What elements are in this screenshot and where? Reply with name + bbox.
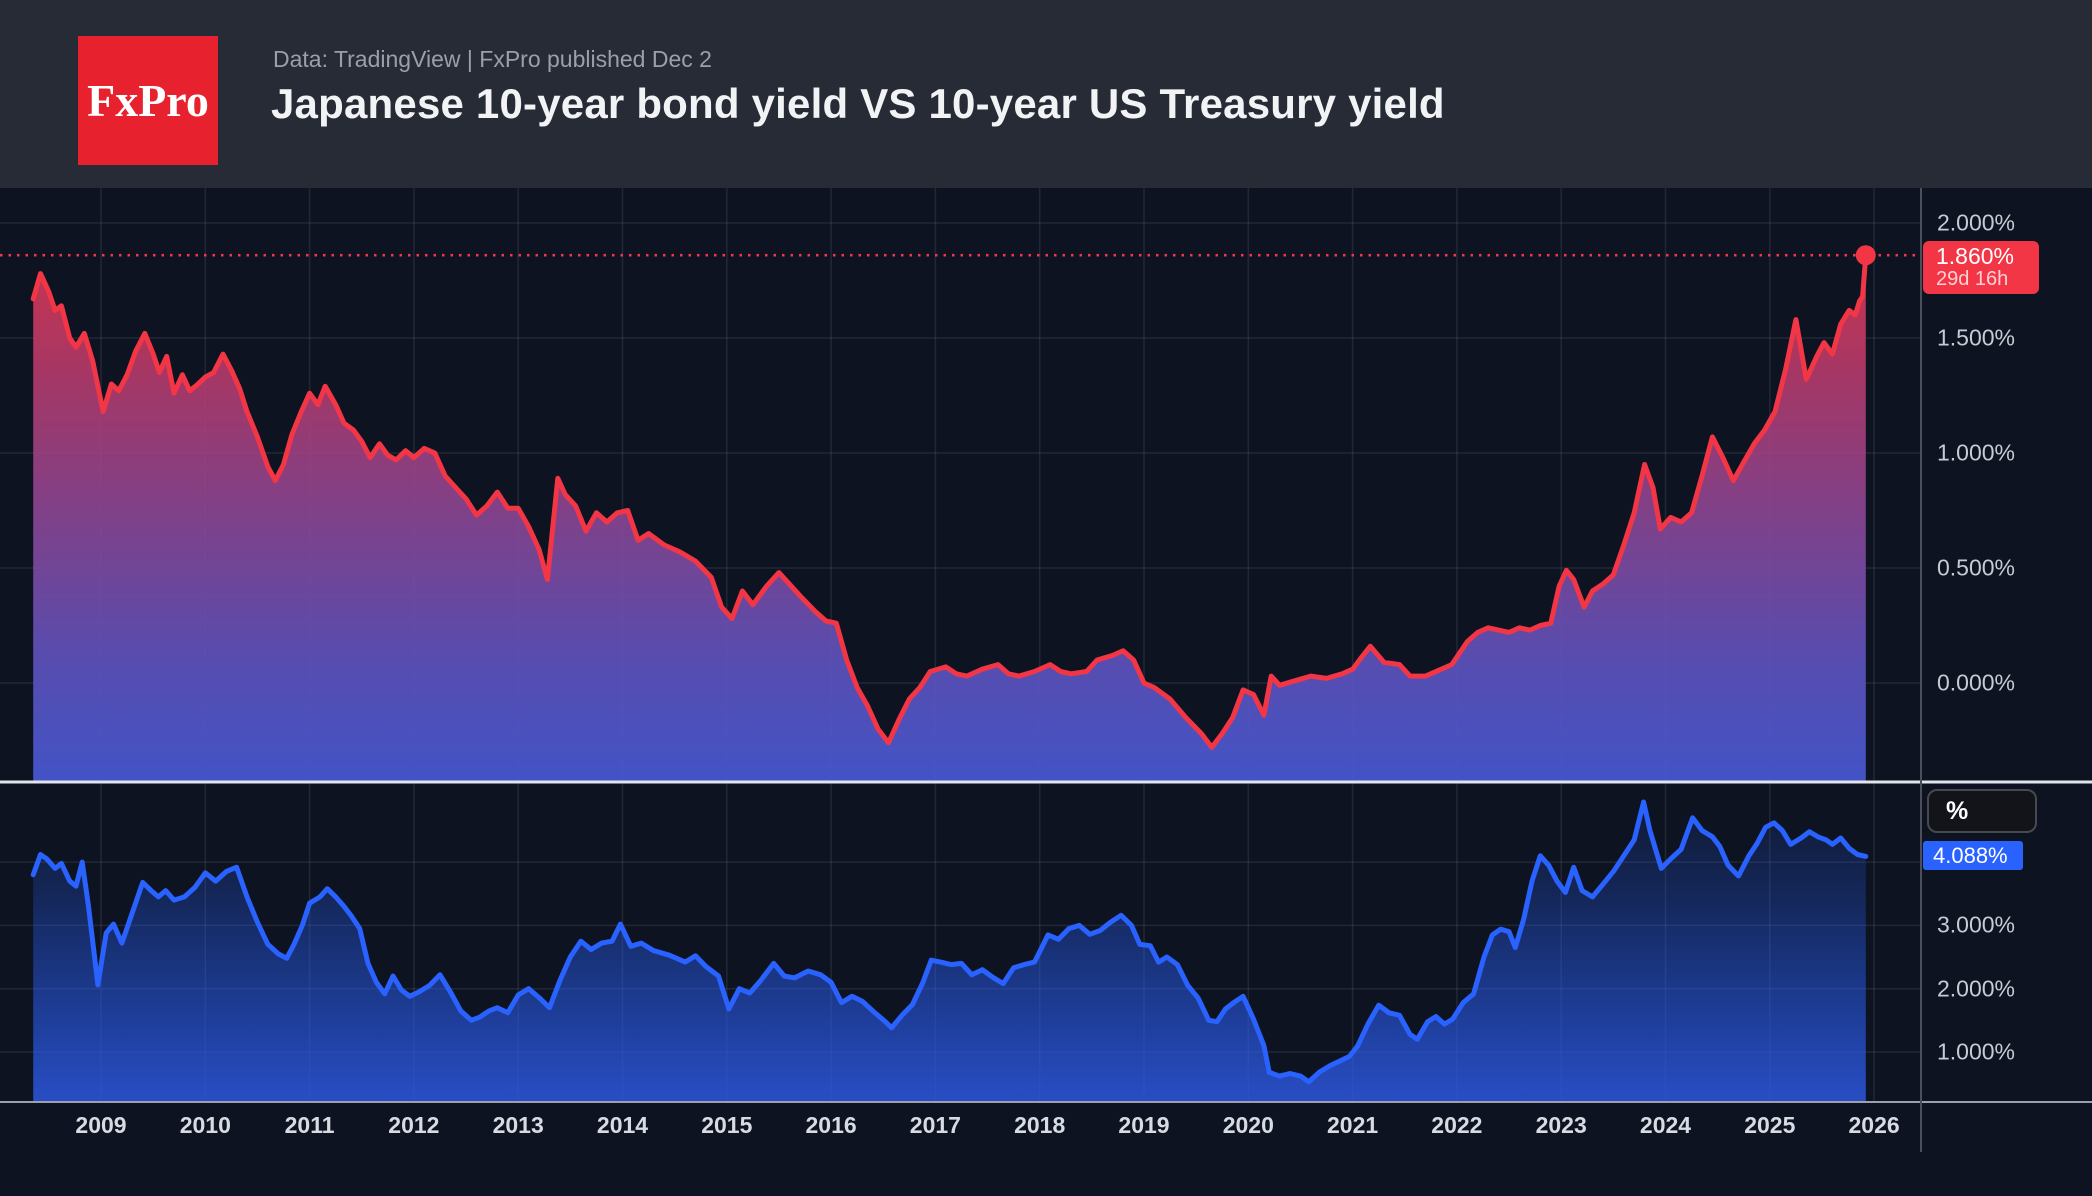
price-tick-top: 1.000% [1937,439,2016,466]
year-tick: 2018 [1014,1112,1066,1138]
japan-yield-line [30,252,1869,750]
price-tick-bottom: 1.000% [1937,1038,2016,1065]
year-tick: 2023 [1535,1112,1587,1138]
year-tick: 2020 [1222,1112,1274,1138]
last-price-badge-japan: 1.860% 29d 16h [1923,241,2039,294]
fxpro-logo: FxPro [78,36,218,165]
unit-badge-text: % [1946,796,1969,825]
bar-countdown: 29d 16h [1936,268,2009,291]
year-tick: 2024 [1639,1112,1692,1138]
page-title: Japanese 10-year bond yield VS 10-year U… [271,80,1445,127]
us-yield-line [30,799,1869,1085]
last-price-japan: 1.860% [1936,243,2015,270]
year-tick: 2014 [596,1112,649,1138]
year-tick: 2017 [909,1112,961,1138]
year-tick: 2019 [1118,1112,1170,1138]
last-price-badge-us: 4.088% [1923,841,2023,870]
year-tick: 2009 [75,1112,127,1138]
year-tick: 2022 [1431,1112,1483,1138]
price-tick-bottom: 3.000% [1937,911,2016,938]
year-tick: 2013 [492,1112,544,1138]
last-price-dot [1855,245,1876,266]
last-price-us: 4.088% [1933,842,2008,868]
japan-area-fill [33,255,1866,782]
year-tick: 2010 [179,1112,231,1138]
year-tick: 2012 [388,1112,440,1138]
chart-plot[interactable] [0,188,2092,1196]
year-tick: 2011 [284,1112,335,1138]
us-area-fill [33,802,1866,1102]
year-tick: 2021 [1327,1112,1379,1138]
price-tick-top: 0.500% [1937,554,2016,581]
header-bar: FxPro Data: TradingView | FxPro publishe… [0,0,2092,188]
year-tick: 2026 [1848,1112,1900,1138]
source-caption: Data: TradingView | FxPro published Dec … [273,46,712,72]
year-tick: 2025 [1744,1112,1796,1138]
chart-canvas[interactable] [0,188,2092,1196]
unit-badge: % [1927,789,2037,833]
price-tick-top: 1.500% [1937,324,2016,351]
fxpro-logo-text: FxPro [87,75,209,126]
year-tick: 2015 [701,1112,753,1138]
year-tick: 2016 [805,1112,857,1138]
price-tick-top: 0.000% [1937,669,2016,696]
price-tick-bottom: 2.000% [1937,975,2016,1002]
price-tick-top: 2.000% [1937,209,2016,236]
